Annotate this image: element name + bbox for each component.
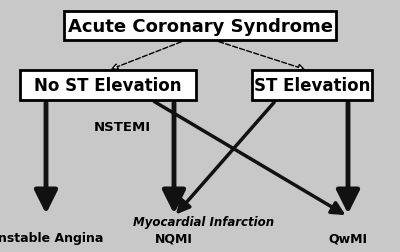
FancyBboxPatch shape [252,71,372,100]
Text: NQMI: NQMI [155,232,193,244]
Text: NSTEMI: NSTEMI [94,121,150,134]
Text: Myocardial Infarction: Myocardial Infarction [134,215,274,228]
FancyBboxPatch shape [20,71,196,100]
Text: QwMI: QwMI [328,232,368,244]
Text: Acute Coronary Syndrome: Acute Coronary Syndrome [68,17,332,36]
Text: No ST Elevation: No ST Elevation [34,77,182,95]
Text: Unstable Angina: Unstable Angina [0,232,104,244]
Text: ST Elevation: ST Elevation [254,77,370,95]
FancyBboxPatch shape [64,12,336,41]
